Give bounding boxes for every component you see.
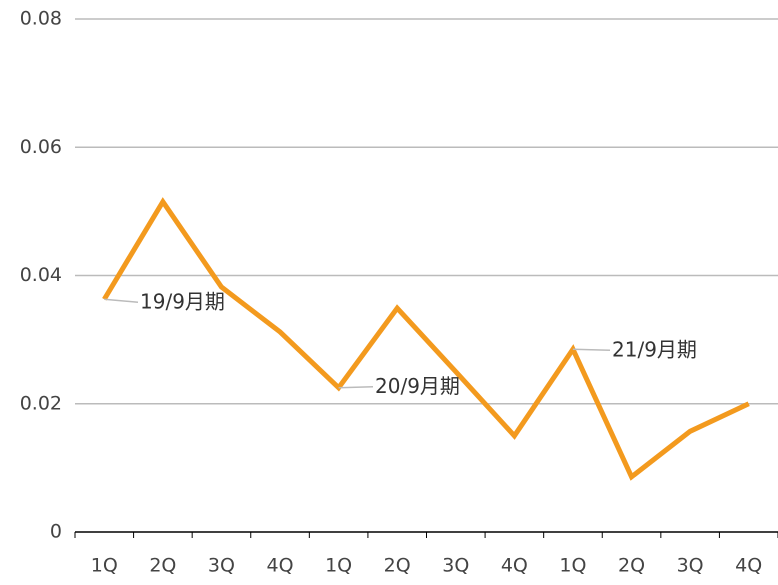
y-tick-label: 0.06 <box>20 136 62 158</box>
annotation-leader <box>104 298 139 303</box>
annotation-leader <box>572 348 611 351</box>
x-tick-label: 3Q <box>442 555 469 577</box>
line-series <box>102 197 750 481</box>
y-tick-label: 0.02 <box>20 392 62 414</box>
x-tick-label: 4Q <box>267 555 294 577</box>
x-tick-label: 1Q <box>325 555 352 577</box>
x-tick-label: 3Q <box>208 555 235 577</box>
x-tick-label: 1Q <box>559 555 586 577</box>
annotation: 20/9月期 <box>375 374 460 398</box>
y-tick-label: 0.04 <box>20 264 62 286</box>
x-tick-label: 4Q <box>501 555 528 577</box>
x-tick-label: 2Q <box>149 555 176 577</box>
y-tick-label: 0.08 <box>20 8 62 30</box>
y-tick-label: 0 <box>50 521 62 543</box>
annotation-leader <box>338 385 374 389</box>
annotation: 19/9月期 <box>140 290 225 314</box>
x-tick-label: 2Q <box>618 555 645 577</box>
x-tick-label: 1Q <box>91 555 118 577</box>
x-tick-label: 3Q <box>677 555 704 577</box>
annotation: 21/9月期 <box>612 338 697 362</box>
x-tick-label: 2Q <box>384 555 411 577</box>
x-tick-label: 4Q <box>735 555 762 577</box>
